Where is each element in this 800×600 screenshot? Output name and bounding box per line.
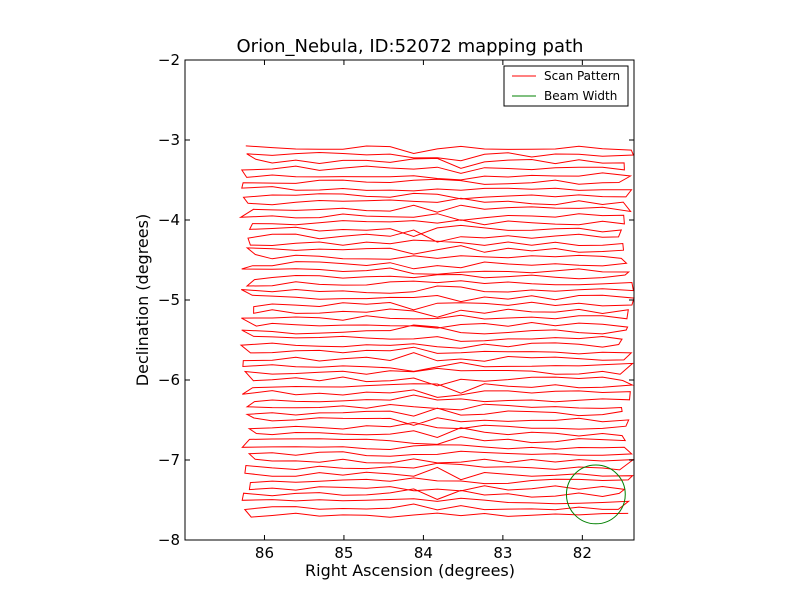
chart-title: Orion_Nebula, ID:52072 mapping path (237, 36, 584, 57)
plot-area (184, 59, 635, 541)
x-tick-label: 86 (255, 544, 274, 562)
y-tick-label: −4 (158, 211, 180, 229)
y-tick-label: −2 (158, 51, 180, 69)
scan-pattern-line (238, 145, 635, 518)
legend: Scan Pattern Beam Width (503, 65, 629, 107)
x-tick-label: 85 (334, 544, 353, 562)
x-tick-label: 82 (573, 544, 592, 562)
y-tick-label: −7 (158, 451, 180, 469)
y-axis-label: Declination (degrees) (133, 214, 152, 386)
legend-label-scan-pattern: Scan Pattern (544, 69, 620, 83)
y-tick-label: −5 (158, 291, 180, 309)
x-axis-label: Right Ascension (degrees) (305, 561, 515, 580)
y-tick-label: −3 (158, 131, 180, 149)
scan-pattern-series (238, 145, 635, 518)
x-tick-label: 83 (493, 544, 512, 562)
legend-label-beam-width: Beam Width (544, 89, 617, 103)
y-axis-ticks: −2 −3 −4 −5 −6 −7 −8 (158, 51, 634, 549)
y-tick-label: −8 (158, 531, 180, 549)
x-axis-ticks: 86 85 84 83 82 (255, 60, 592, 562)
y-tick-label: −6 (158, 371, 180, 389)
legend-box (503, 65, 629, 107)
beam-width-circle (565, 464, 626, 525)
beam-width-series (565, 464, 626, 525)
x-tick-label: 84 (414, 544, 433, 562)
